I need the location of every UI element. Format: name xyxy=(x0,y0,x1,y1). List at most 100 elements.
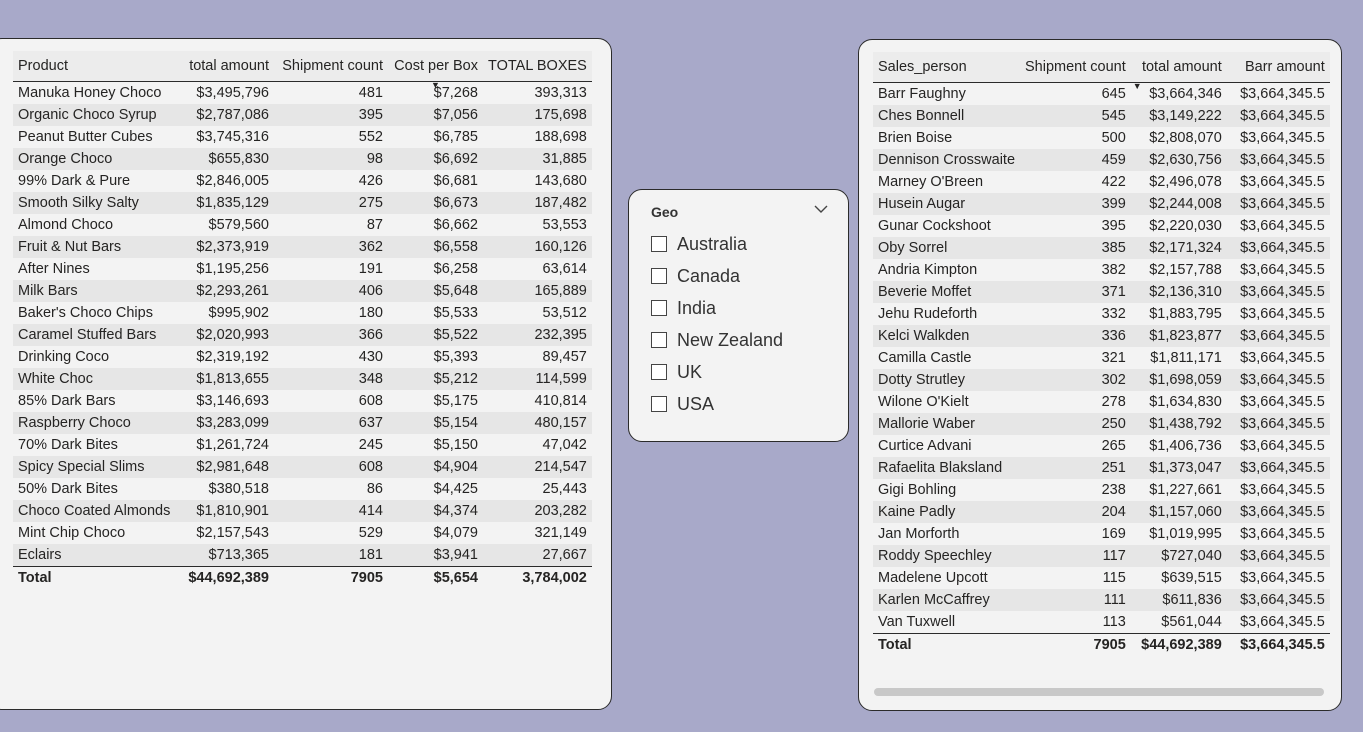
table-row[interactable]: Drinking Coco $2,319,192 430 $5,393 89,457 xyxy=(13,345,592,368)
table-cell: $6,692 xyxy=(388,147,483,170)
table-row[interactable]: Organic Choco Syrup $2,787,086 395 $7,056 17… xyxy=(13,103,592,126)
table-cell: 53,553 xyxy=(483,213,592,236)
table-row[interactable]: Husein Augar 399 $2,244,008 $3,664,345.5 xyxy=(873,192,1330,215)
row-label: Rafaelita Blaksland xyxy=(873,456,1021,479)
table-row[interactable]: Curtice Advani 265 $1,406,736 $3,664,345.5 xyxy=(873,434,1330,457)
column-header-label: Cost per Box xyxy=(394,57,478,74)
column-header-total-amount[interactable]: total amount xyxy=(178,51,274,82)
geo-slicer: Geo Australia Canada India New Zealand UK USA xyxy=(628,189,849,442)
table-row[interactable]: Mallorie Waber 250 $1,438,792 $3,664,345.5 xyxy=(873,412,1330,435)
table-cell: $2,319,192 xyxy=(178,345,274,368)
row-label: Gunar Cockshoot xyxy=(873,214,1021,237)
checkbox-icon[interactable] xyxy=(651,396,667,412)
table-cell: $3,664,345.5 xyxy=(1226,456,1330,479)
table-row[interactable]: Camilla Castle 321 $1,811,171 $3,664,345.5 xyxy=(873,346,1330,369)
slicer-option[interactable]: USA xyxy=(651,388,783,420)
table-row[interactable]: Gunar Cockshoot 395 $2,220,030 $3,664,345.5 xyxy=(873,214,1330,237)
table-row[interactable]: Peanut Butter Cubes $3,745,316 552 $6,785 18… xyxy=(13,125,592,148)
table-cell: $380,518 xyxy=(178,477,274,500)
table-cell: 275 xyxy=(274,191,388,214)
checkbox-icon[interactable] xyxy=(651,332,667,348)
table-row[interactable]: Choco Coated Almonds $1,810,901 414 $4,374 2… xyxy=(13,499,592,522)
table-cell: $5,393 xyxy=(388,345,483,368)
table-row[interactable]: 50% Dark Bites $380,518 86 $4,425 25,443 xyxy=(13,477,592,500)
table-row[interactable]: Wilone O'Kielt 278 $1,634,830 $3,664,345.5 xyxy=(873,390,1330,413)
table-row[interactable]: White Choc $1,813,655 348 $5,212 114,599 xyxy=(13,367,592,390)
table-row[interactable]: Beverie Moffet 371 $2,136,310 $3,664,345.5 xyxy=(873,280,1330,303)
table-row[interactable]: Spicy Special Slims $2,981,648 608 $4,904 21… xyxy=(13,455,592,478)
row-label: Baker's Choco Chips xyxy=(13,301,178,324)
row-label: Spicy Special Slims xyxy=(13,455,178,478)
column-header-shipment-count[interactable]: Shipment count xyxy=(274,51,388,82)
table-row[interactable]: Mint Chip Choco $2,157,543 529 $4,079 321,14… xyxy=(13,521,592,544)
column-header-cost-per-box[interactable]: Cost per Box ▼ xyxy=(388,51,483,89)
slicer-option[interactable]: New Zealand xyxy=(651,324,783,356)
slicer-option[interactable]: UK xyxy=(651,356,783,388)
table-cell: 406 xyxy=(274,279,388,302)
table-row[interactable]: Andria Kimpton 382 $2,157,788 $3,664,345.5 xyxy=(873,258,1330,281)
slicer-option[interactable]: India xyxy=(651,292,783,324)
table-cell: $3,664,345.5 xyxy=(1226,500,1330,523)
table-row[interactable]: Karlen McCaffrey 111 $611,836 $3,664,345.5 xyxy=(873,588,1330,611)
column-header-shipment-count[interactable]: Shipment count xyxy=(1020,52,1131,83)
table-header-row: Product total amount Shipment count Cost… xyxy=(13,51,592,89)
checkbox-icon[interactable] xyxy=(651,300,667,316)
table-row[interactable]: Jan Morforth 169 $1,019,995 $3,664,345.5 xyxy=(873,522,1330,545)
table-cell: $713,365 xyxy=(178,543,274,566)
table-row[interactable]: After Nines $1,195,256 191 $6,258 63,614 xyxy=(13,257,592,280)
column-header-barr-amount[interactable]: Barr amount xyxy=(1226,52,1330,83)
table-cell: $6,681 xyxy=(388,169,483,192)
table-cell: 459 xyxy=(1020,148,1131,171)
table-row[interactable]: Caramel Stuffed Bars $2,020,993 366 $5,522 2… xyxy=(13,323,592,346)
row-label: 70% Dark Bites xyxy=(13,433,178,456)
table-row[interactable]: Eclairs $713,365 181 $3,941 27,667 xyxy=(13,543,592,566)
table-row[interactable]: Dennison Crosswaite 459 $2,630,756 $3,664,3… xyxy=(873,148,1330,171)
table-row[interactable]: Manuka Honey Choco $3,495,796 481 $7,268 393… xyxy=(13,81,592,104)
slicer-option[interactable]: Australia xyxy=(651,228,783,260)
slicer-option[interactable]: Canada xyxy=(651,260,783,292)
checkbox-icon[interactable] xyxy=(651,364,667,380)
column-header-total-boxes[interactable]: TOTAL BOXES xyxy=(483,51,592,82)
table-row[interactable]: Jehu Rudeforth 332 $1,883,795 $3,664,345.5 xyxy=(873,302,1330,325)
table-row[interactable]: Almond Choco $579,560 87 $6,662 53,553 xyxy=(13,213,592,236)
table-row[interactable]: Baker's Choco Chips $995,902 180 $5,533 53,5… xyxy=(13,301,592,324)
table-row[interactable]: Brien Boise 500 $2,808,070 $3,664,345.5 xyxy=(873,126,1330,149)
checkbox-icon[interactable] xyxy=(651,268,667,284)
table-row[interactable]: Madelene Upcott 115 $639,515 $3,664,345.5 xyxy=(873,566,1330,589)
table-row[interactable]: Marney O'Breen 422 $2,496,078 $3,664,345.5 xyxy=(873,170,1330,193)
sort-descending-icon: ▼ xyxy=(431,79,440,90)
table-row[interactable]: Oby Sorrel 385 $2,171,324 $3,664,345.5 xyxy=(873,236,1330,259)
table-row[interactable]: Orange Choco $655,830 98 $6,692 31,885 xyxy=(13,147,592,170)
column-header-product[interactable]: Product xyxy=(13,51,178,82)
table-row[interactable]: 99% Dark & Pure $2,846,005 426 $6,681 143,68… xyxy=(13,169,592,192)
table-row[interactable]: Ches Bonnell 545 $3,149,222 $3,664,345.5 xyxy=(873,104,1330,127)
table-row[interactable]: Kaine Padly 204 $1,157,060 $3,664,345.5 xyxy=(873,500,1330,523)
table-cell: $561,044 xyxy=(1130,610,1227,633)
column-header-sales-person[interactable]: Sales_person xyxy=(873,52,1021,83)
table-row[interactable]: 70% Dark Bites $1,261,724 245 $5,150 47,042 xyxy=(13,433,592,456)
table-row[interactable]: Barr Faughny 645 $3,664,346 $3,664,345.5 xyxy=(873,82,1330,105)
table-row[interactable]: Gigi Bohling 238 $1,227,661 $3,664,345.5 xyxy=(873,478,1330,501)
table-row[interactable]: Milk Bars $2,293,261 406 $5,648 165,889 xyxy=(13,279,592,302)
table-row[interactable]: Van Tuxwell 113 $561,044 $3,664,345.5 xyxy=(873,610,1330,633)
chevron-down-icon[interactable] xyxy=(814,204,828,214)
table-row[interactable]: Rafaelita Blaksland 251 $1,373,047 $3,664,3… xyxy=(873,456,1330,479)
table-row[interactable]: Raspberry Choco $3,283,099 637 $5,154 480,15… xyxy=(13,411,592,434)
row-label: Manuka Honey Choco xyxy=(13,81,178,104)
table-row[interactable]: Fruit & Nut Bars $2,373,919 362 $6,558 160,1… xyxy=(13,235,592,258)
table-cell: 160,126 xyxy=(483,235,592,258)
table-row[interactable]: Dotty Strutley 302 $1,698,059 $3,664,345.5 xyxy=(873,368,1330,391)
table-row[interactable]: Roddy Speechley 117 $727,040 $3,664,345.5 xyxy=(873,544,1330,567)
horizontal-scrollbar[interactable] xyxy=(874,688,1324,696)
table-cell: $3,664,345.5 xyxy=(1226,258,1330,281)
table-row[interactable]: 85% Dark Bars $3,146,693 608 $5,175 410,814 xyxy=(13,389,592,412)
checkbox-icon[interactable] xyxy=(651,236,667,252)
column-header-total-amount[interactable]: total amount ▼ xyxy=(1130,52,1227,90)
table-row[interactable]: Smooth Silky Salty $1,835,129 275 $6,673 187… xyxy=(13,191,592,214)
total-cell: 7905 xyxy=(1020,632,1131,656)
table-cell: $5,212 xyxy=(388,367,483,390)
table-row[interactable]: Kelci Walkden 336 $1,823,877 $3,664,345.5 xyxy=(873,324,1330,347)
table-cell: $3,664,345.5 xyxy=(1226,412,1330,435)
table-cell: 250 xyxy=(1020,412,1131,435)
table-cell: $2,244,008 xyxy=(1130,192,1227,215)
